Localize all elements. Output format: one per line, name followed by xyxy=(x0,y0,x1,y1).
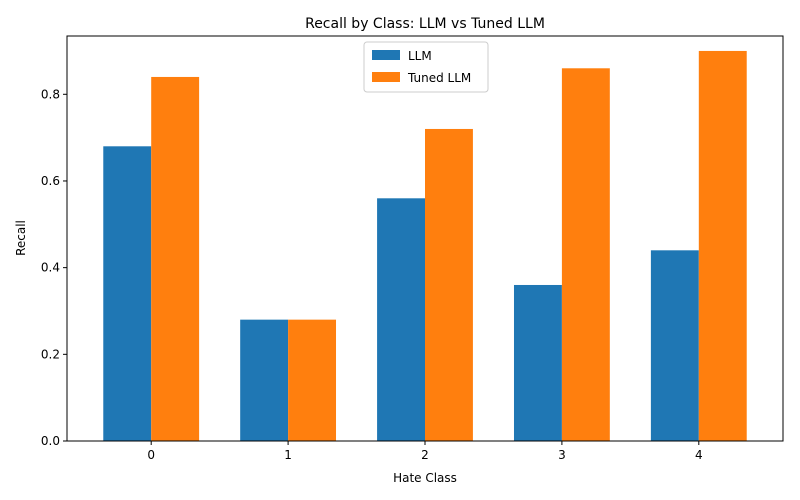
plot-frame xyxy=(66,35,784,442)
bar-tuned-llm-class-2 xyxy=(425,128,473,441)
legend-swatch xyxy=(372,50,400,60)
y-tick-label: 0.0 xyxy=(41,434,60,448)
chart-title: Recall by Class: LLM vs Tuned LLM xyxy=(305,16,545,32)
y-axis: 0.0 0.2 0.4 0.6 0.8 xyxy=(41,87,67,448)
legend-label: Tuned LLM xyxy=(407,71,471,85)
legend-swatch xyxy=(372,72,400,82)
bar-llm-class-4 xyxy=(650,250,699,441)
x-tick-label: 1 xyxy=(284,448,292,462)
bar-tuned-llm-class-3 xyxy=(561,68,610,441)
x-axis-label: Hate Class xyxy=(393,471,457,485)
bar-llm-class-3 xyxy=(513,284,562,441)
bar-tuned-llm-class-0 xyxy=(151,76,200,442)
y-tick-label: 0.2 xyxy=(41,347,60,361)
bar-tuned-llm-class-4 xyxy=(698,50,747,442)
y-tick-label: 0.4 xyxy=(41,261,60,275)
x-tick-label: 3 xyxy=(558,448,566,462)
bar-llm-class-1 xyxy=(240,319,289,441)
bars-group xyxy=(103,50,747,442)
y-tick-label: 0.8 xyxy=(41,87,60,101)
bar-llm-class-0 xyxy=(103,146,152,442)
bar-tuned-llm-class-1 xyxy=(288,319,337,441)
bar-llm-class-2 xyxy=(377,198,425,441)
legend-label: LLM xyxy=(408,49,432,63)
y-axis-label: Recall xyxy=(14,220,28,256)
legend: LLM Tuned LLM xyxy=(363,41,489,93)
x-tick-label: 4 xyxy=(695,448,703,462)
y-tick-label: 0.6 xyxy=(41,174,60,188)
x-tick-label: 0 xyxy=(147,448,155,462)
x-axis: 0 1 2 3 4 xyxy=(147,441,703,462)
x-tick-label: 2 xyxy=(421,448,429,462)
